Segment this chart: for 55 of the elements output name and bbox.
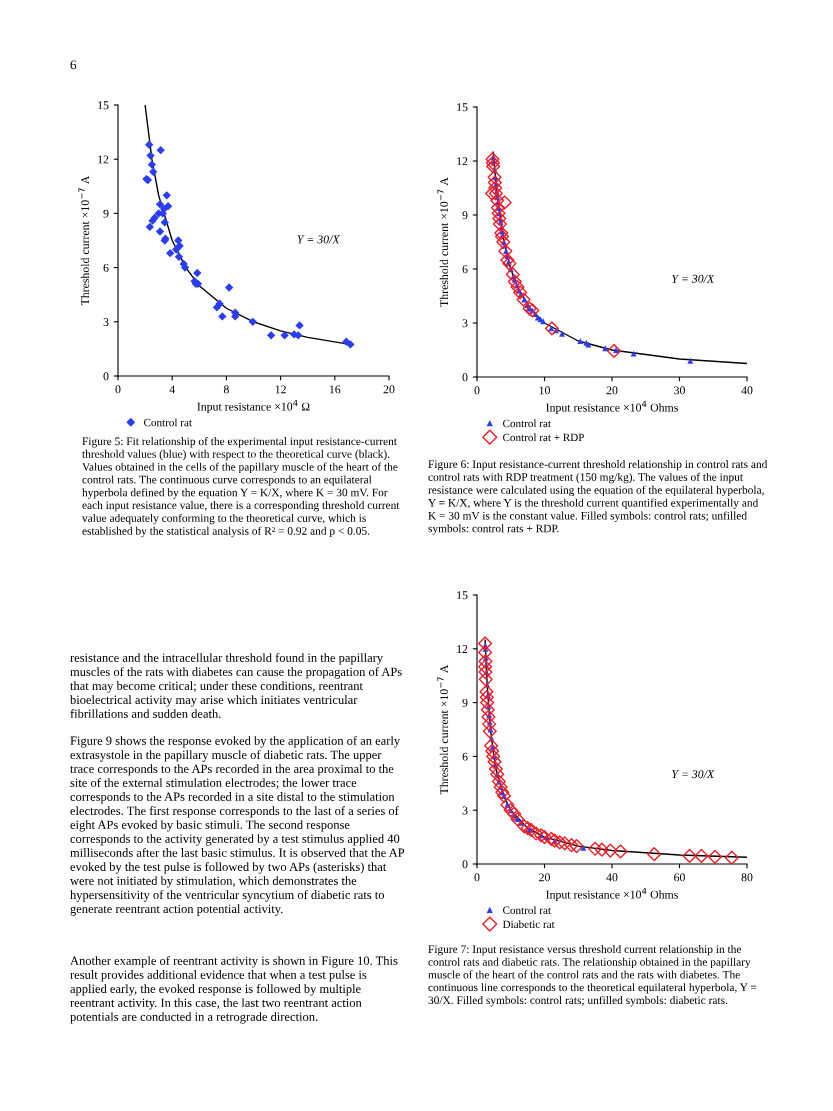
y-tick-label: 6 xyxy=(462,752,468,761)
x-tick-label: 10 xyxy=(539,386,550,395)
x-axis-title: Input resistance ×10$^{4}$ Ω xyxy=(197,399,310,413)
y-tick-label: 15 xyxy=(457,591,468,600)
legend-label: Control rat + RDP xyxy=(503,433,584,442)
x-tick-label: 80 xyxy=(741,873,753,882)
y-tick-label: 6 xyxy=(462,265,468,274)
y-tick-label: 3 xyxy=(462,319,468,328)
x-tick-label: 12 xyxy=(275,385,286,394)
annotation: Y = 30/X xyxy=(672,770,715,779)
y-tick-label: 0 xyxy=(462,860,468,869)
caption: Figure 5: Fit relationship of the experimental input resistance-current threshold values (blue) with respect to the theoretical curve (black). Values obtained in the cells of the papillary muscle of the heart of the control rats. The continuous curve corresponds to an equilateral hyperbola defined by the equation Y = K/X, where K = 30 mV. For each input resistance value, there is a corresponding threshold current value adequately conforming to the theoretical curve, which is established by the statistical analysis of R² = 0.92 and p < 0.05. xyxy=(82,437,400,538)
legend-label: Control rat xyxy=(144,418,192,427)
x-axis-title: Input resistance ×10$^{4}$ Ohms xyxy=(546,887,678,901)
x-axis-title: Input resistance ×10$^{4}$ Ohms xyxy=(546,400,678,414)
text: Figure 9 shows the response evoked by the application of an early extrasystole in the papillary muscle of diabetic rats. The upper trace corresponds to the APs recorded in the area proximal to the site of the external stimulation electrodes; the lower trace corresponds to the APs recorded in a site distal to the stimulation electrodes. The first response corresponds to the last of a series of eight APs evoked by basic stimuli. The second response corresponds to the activity generated by a test stimulus applied 40 milliseconds after the last basic stimulus. It is observed that the AP evoked by the test pulse is followed by two APs (asterisks) that were not initiated by stimulation, which demonstrates the hypersensitivity of the ventricular syncytium of diabetic rats to generate reentrant action potential activity. xyxy=(70,736,405,916)
x-tick-label: 20 xyxy=(383,385,395,394)
text: resistance and the intracellular threshold found in the papillary muscles of the rats with diabetes can cause the propagation of APs that may become critical; under these conditions, reentrant bioelectrical activity may arise which initiates ventricular fibrillations and sudden death. xyxy=(70,653,402,719)
x-tick-label: 20 xyxy=(606,386,618,395)
x-tick-label: 0 xyxy=(474,386,480,395)
y-axis-title: Threshold current ×10$^{−7}$ A xyxy=(78,175,90,306)
x-tick-label: 20 xyxy=(539,873,550,882)
legend-label: Control rat xyxy=(503,906,551,914)
text: Another example of reentrant activity is shown in Figure 10. This result provides additional evidence that when a test pulse is applied early, the evoked response is followed by multiple reentrant activity. In this case, the last two reentrant action potentials are conducted in a retrograde direction. xyxy=(70,956,398,1024)
annotation: Y = 30/X xyxy=(297,235,340,244)
text: 6 xyxy=(70,60,77,70)
legend-label: Control rat xyxy=(503,419,551,428)
x-tick-label: 0 xyxy=(115,385,121,394)
y-tick-label: 15 xyxy=(98,101,109,110)
caption: Figure 7: Input resistance versus threshold current relationship in the control rats and diabetic rats. The relationship obtained in the papillary muscle of the heart of the control rats and the rats with diabetes. The continuous line corresponds to the theoretical equilateral hyperbola, Y = 30/X. Filled symbols: control rats; unfilled symbols: diabetic rats. xyxy=(428,945,757,1007)
x-tick-label: 40 xyxy=(741,386,753,395)
y-tick-label: 0 xyxy=(103,372,109,381)
x-tick-label: 8 xyxy=(223,385,229,394)
x-tick-label: 60 xyxy=(674,873,685,882)
y-tick-label: 15 xyxy=(457,103,468,112)
y-tick-label: 0 xyxy=(462,373,468,382)
legend-label: Diabetic rat xyxy=(502,920,555,929)
y-tick-label: 3 xyxy=(462,806,468,815)
y-tick-label: 3 xyxy=(103,318,109,327)
x-tick-label: 0 xyxy=(474,873,480,882)
y-axis-title: Threshold current ×10$^{−7}$ A xyxy=(437,664,449,795)
x-tick-label: 30 xyxy=(674,386,685,395)
annotation: Y = 30/X xyxy=(672,274,715,283)
y-tick-label: 9 xyxy=(462,698,468,707)
y-tick-label: 6 xyxy=(103,263,109,272)
y-tick-label: 9 xyxy=(462,211,468,220)
x-tick-label: 4 xyxy=(169,385,175,394)
y-tick-label: 9 xyxy=(103,209,109,218)
x-tick-label: 40 xyxy=(606,873,618,882)
y-tick-label: 12 xyxy=(457,645,468,653)
caption: Figure 6: Input resistance-current threshold relationship in control rats and control rats with RDP treatment (150 mg/kg). The values of the input resistance were calculated using the equation of the equilateral hyperbola, Y = K/X, where Y is the threshold current quantified experimentally and K = 30 mV is the constant value. Filled symbols: control rats; unfilled symbols: control rats + RDP. xyxy=(428,460,768,535)
y-tick-label: 12 xyxy=(98,155,109,164)
x-tick-label: 16 xyxy=(329,385,341,394)
y-tick-label: 12 xyxy=(457,157,468,166)
y-axis-title: Threshold current ×10$^{−7}$ A xyxy=(437,177,449,307)
